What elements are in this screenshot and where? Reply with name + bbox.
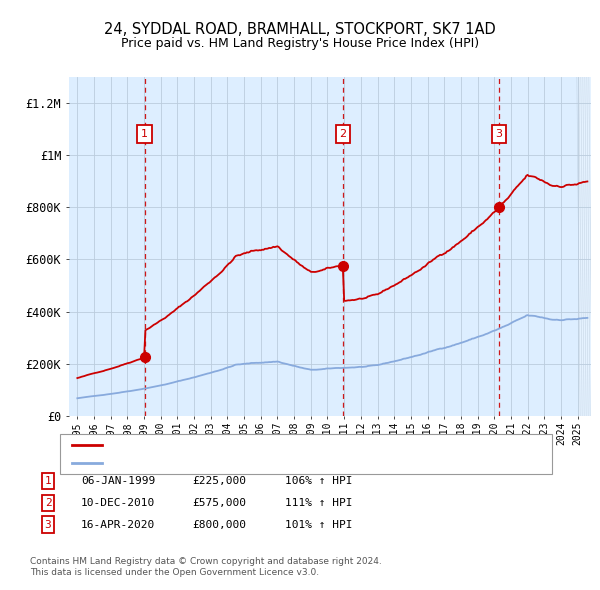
Text: 1: 1: [44, 476, 52, 486]
Text: 16-APR-2020: 16-APR-2020: [81, 520, 155, 529]
Text: 101% ↑ HPI: 101% ↑ HPI: [285, 520, 353, 529]
Bar: [578, 77, 591, 416]
Text: This data is licensed under the Open Government Licence v3.0.: This data is licensed under the Open Gov…: [30, 568, 319, 577]
Text: 3: 3: [496, 129, 503, 139]
Text: £225,000: £225,000: [192, 476, 246, 486]
Text: 24, SYDDAL ROAD, BRAMHALL, STOCKPORT, SK7 1AD: 24, SYDDAL ROAD, BRAMHALL, STOCKPORT, SK…: [104, 22, 496, 37]
Text: Contains HM Land Registry data © Crown copyright and database right 2024.: Contains HM Land Registry data © Crown c…: [30, 558, 382, 566]
Text: 10-DEC-2010: 10-DEC-2010: [81, 498, 155, 507]
Text: 24, SYDDAL ROAD, BRAMHALL, STOCKPORT, SK7 1AD (detached house): 24, SYDDAL ROAD, BRAMHALL, STOCKPORT, SK…: [105, 441, 493, 451]
Text: 106% ↑ HPI: 106% ↑ HPI: [285, 476, 353, 486]
Text: 1: 1: [141, 129, 148, 139]
Text: £575,000: £575,000: [192, 498, 246, 507]
Text: 2: 2: [44, 498, 52, 507]
Text: £800,000: £800,000: [192, 520, 246, 529]
Text: 06-JAN-1999: 06-JAN-1999: [81, 476, 155, 486]
Text: Price paid vs. HM Land Registry's House Price Index (HPI): Price paid vs. HM Land Registry's House …: [121, 37, 479, 50]
Text: HPI: Average price, detached house, Stockport: HPI: Average price, detached house, Stoc…: [105, 458, 386, 468]
Text: 3: 3: [44, 520, 52, 529]
Text: 2: 2: [340, 129, 347, 139]
Text: 111% ↑ HPI: 111% ↑ HPI: [285, 498, 353, 507]
